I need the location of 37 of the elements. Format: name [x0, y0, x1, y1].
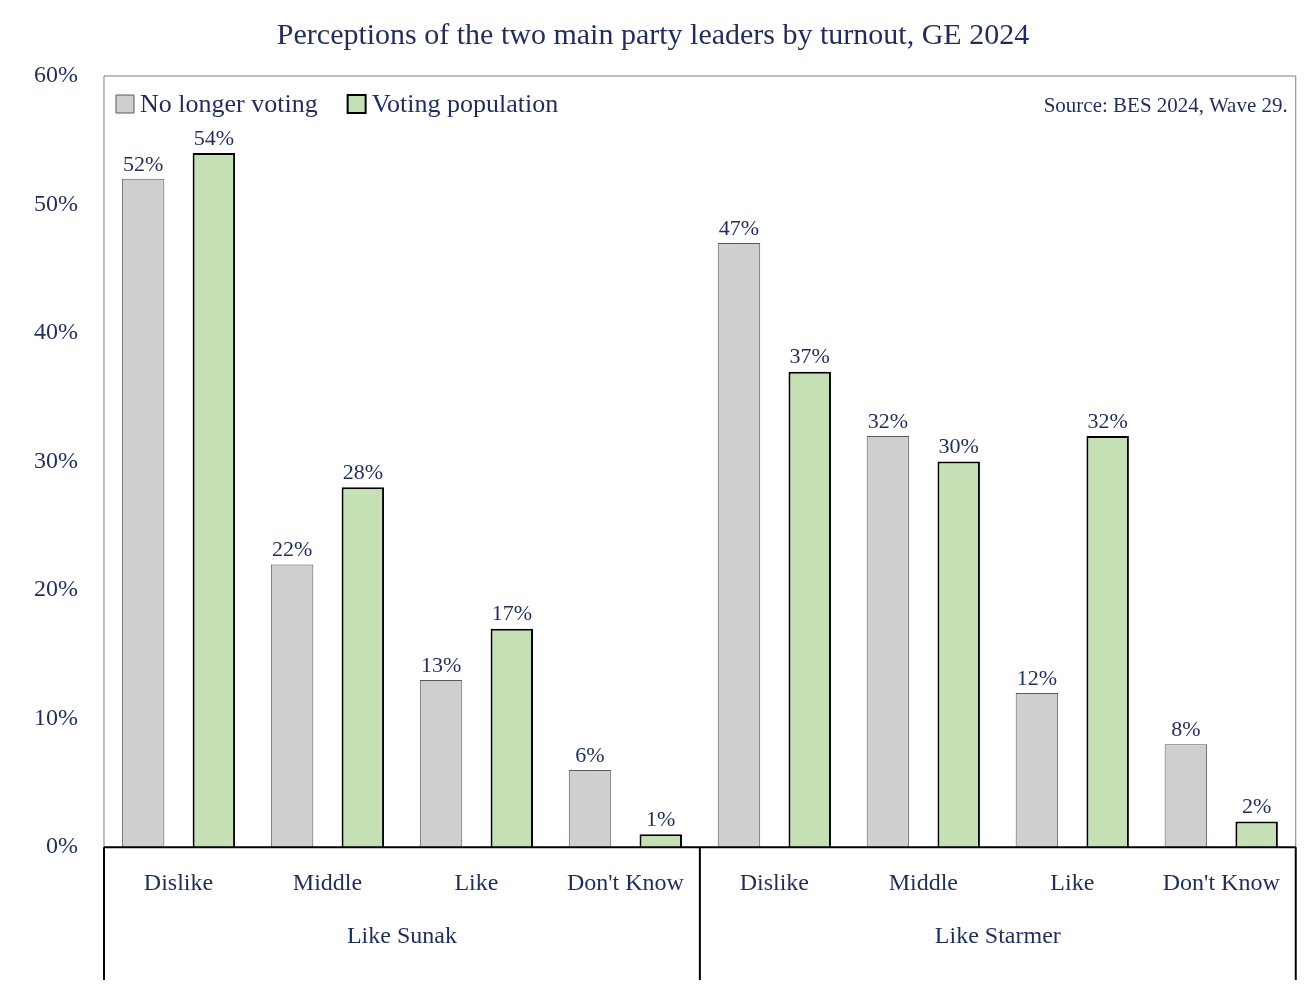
x-tick-label: Like [1050, 868, 1095, 895]
data-label: 2% [1241, 793, 1272, 819]
data-label: 28% [342, 459, 383, 485]
x-tick-label: Like [454, 868, 499, 895]
y-tick-label: 20% [33, 575, 78, 602]
legend-label: No longer voting [139, 88, 318, 118]
x-tick-label: Dislike [739, 868, 810, 895]
data-label: 32% [1087, 407, 1128, 433]
data-label: 52% [122, 150, 164, 176]
text: Like Starmer [934, 922, 1061, 949]
data-label: 12% [1016, 664, 1058, 690]
x-tick-label: Don't Know [566, 868, 685, 895]
data-label: 1% [646, 806, 676, 832]
x-tick-label: Middle [888, 868, 958, 895]
x-tick-label: Middle [292, 868, 363, 895]
y-tick-label: 60% [33, 61, 78, 88]
data-label: 17% [491, 600, 532, 626]
annotation: Source: BES 2024, Wave 29. [1043, 92, 1288, 117]
y-tick-label: 30% [33, 446, 78, 473]
chart-title: Perceptions of the two main party leaders by turnout, GE 2024 [276, 16, 1030, 50]
data-label: 8% [1171, 716, 1201, 742]
legend-label: Voting population [371, 88, 559, 118]
text: Like Sunak [346, 922, 457, 949]
data-label: 22% [271, 536, 313, 562]
x-tick-label: Dislike [143, 868, 214, 895]
data-label: 13% [420, 651, 462, 677]
data-label: 32% [867, 407, 909, 433]
data-label: 30% [938, 433, 979, 459]
data-label: 37% [789, 343, 830, 369]
y-tick-label: 10% [33, 703, 78, 730]
data-label: 47% [718, 214, 760, 240]
x-tick-label: Don't Know [1162, 868, 1281, 895]
y-tick-label: 50% [33, 189, 78, 216]
data-label: 54% [193, 124, 235, 150]
y-tick-label: 40% [33, 318, 78, 345]
y-tick-label: 0% [45, 832, 78, 859]
data-label: 6% [575, 741, 605, 767]
